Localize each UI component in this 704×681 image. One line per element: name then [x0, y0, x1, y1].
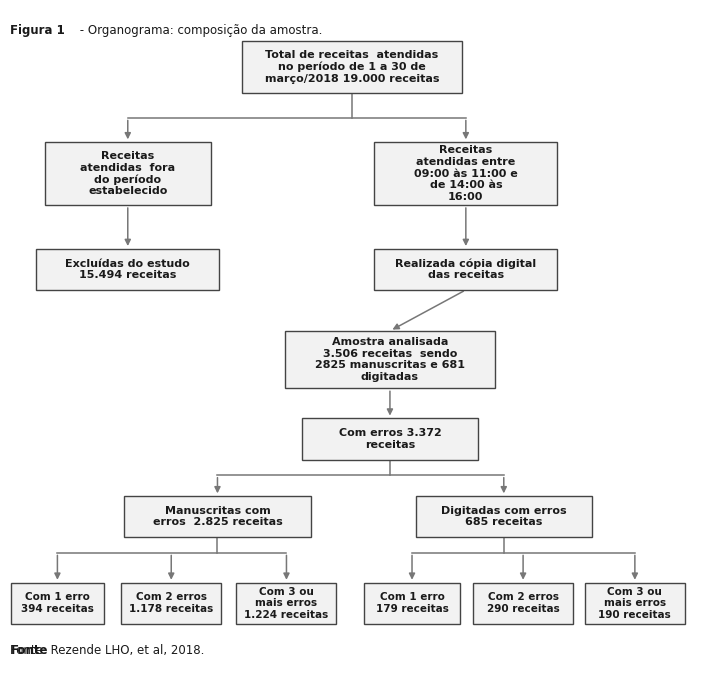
FancyBboxPatch shape	[121, 583, 221, 624]
Text: Digitadas com erros
685 receitas: Digitadas com erros 685 receitas	[441, 506, 567, 528]
Text: Fonte: Rezende LHO, et al, 2018.: Fonte: Rezende LHO, et al, 2018.	[11, 644, 205, 657]
Text: Com erros 3.372
receitas: Com erros 3.372 receitas	[339, 428, 441, 449]
Text: Fonte: Fonte	[11, 644, 48, 657]
Text: Com 1 erro
179 receitas: Com 1 erro 179 receitas	[376, 592, 448, 614]
FancyBboxPatch shape	[284, 331, 495, 388]
Text: Realizada cópia digital
das receitas: Realizada cópia digital das receitas	[395, 258, 536, 281]
FancyBboxPatch shape	[585, 583, 685, 624]
Text: Receitas
atendidas entre
09:00 às 11:00 e
de 14:00 às
16:00: Receitas atendidas entre 09:00 às 11:00 …	[414, 146, 517, 202]
Text: Figura 1: Figura 1	[11, 24, 65, 37]
FancyBboxPatch shape	[473, 583, 573, 624]
FancyBboxPatch shape	[125, 496, 310, 537]
Text: - Organograma: composição da amostra.: - Organograma: composição da amostra.	[76, 24, 322, 37]
Text: Excluídas do estudo
15.494 receitas: Excluídas do estudo 15.494 receitas	[65, 259, 190, 280]
Text: Manuscritas com
erros  2.825 receitas: Manuscritas com erros 2.825 receitas	[153, 506, 282, 528]
Text: Receitas
atendidas  fora
do período
estabelecido: Receitas atendidas fora do período estab…	[80, 151, 175, 196]
FancyBboxPatch shape	[416, 496, 592, 537]
Text: Amostra analisada
3.506 receitas  sendo
2825 manuscritas e 681
digitadas: Amostra analisada 3.506 receitas sendo 2…	[315, 337, 465, 382]
Text: Com 2 erros
290 receitas: Com 2 erros 290 receitas	[486, 592, 560, 614]
Text: Com 3 ou
mais erros
190 receitas: Com 3 ou mais erros 190 receitas	[598, 586, 671, 620]
FancyBboxPatch shape	[241, 41, 463, 93]
Text: Com 3 ou
mais erros
1.224 receitas: Com 3 ou mais erros 1.224 receitas	[244, 586, 329, 620]
Text: Com 2 erros
1.178 receitas: Com 2 erros 1.178 receitas	[129, 592, 213, 614]
FancyBboxPatch shape	[302, 418, 478, 460]
FancyBboxPatch shape	[237, 583, 337, 624]
FancyBboxPatch shape	[11, 583, 104, 624]
FancyBboxPatch shape	[45, 142, 210, 205]
Text: Total de receitas  atendidas
no período de 1 a 30 de
março/2018 19.000 receitas: Total de receitas atendidas no período d…	[265, 50, 439, 84]
FancyBboxPatch shape	[364, 583, 460, 624]
Text: Com 1 erro
394 receitas: Com 1 erro 394 receitas	[21, 592, 94, 614]
FancyBboxPatch shape	[375, 142, 558, 205]
FancyBboxPatch shape	[375, 249, 558, 290]
FancyBboxPatch shape	[37, 249, 219, 290]
